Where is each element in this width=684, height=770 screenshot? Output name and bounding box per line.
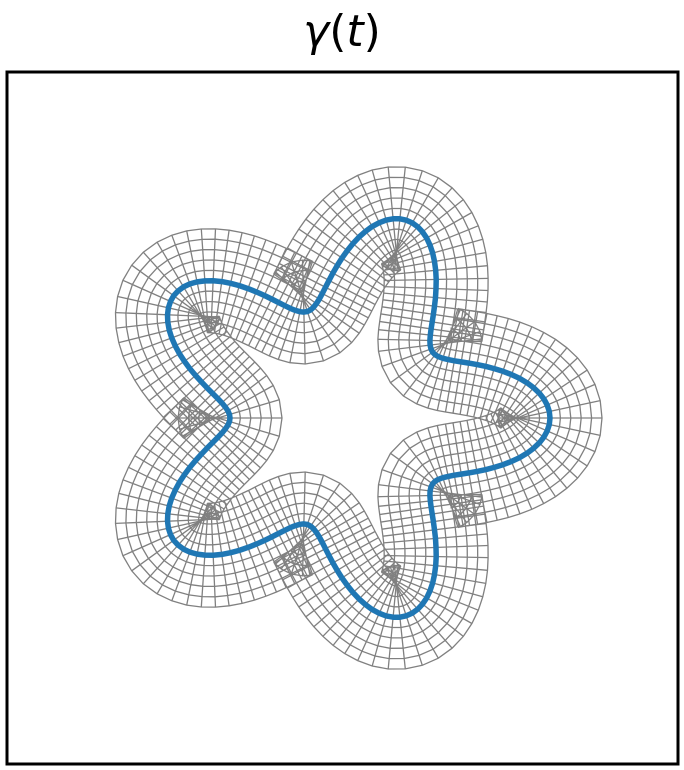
plot-title: γ(t) bbox=[0, 4, 684, 64]
title-open-paren: ( bbox=[329, 6, 347, 57]
title-function: γ bbox=[303, 6, 330, 57]
axes-frame bbox=[5, 70, 680, 766]
gamma-curve bbox=[164, 216, 553, 620]
offset-mesh bbox=[114, 166, 603, 670]
title-variable: t bbox=[346, 6, 364, 57]
title-close-paren: ) bbox=[363, 6, 381, 57]
